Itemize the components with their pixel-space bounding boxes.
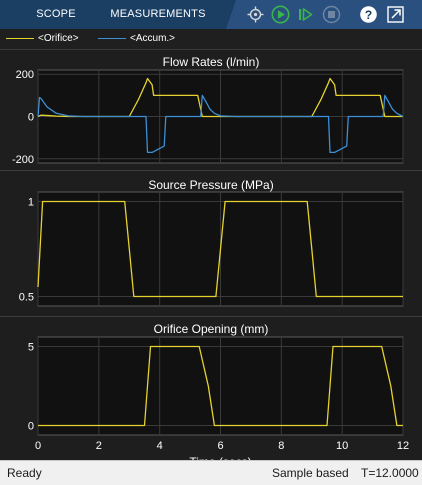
y-tick-label: 0.5 bbox=[19, 292, 34, 304]
legend: <Orifice> <Accum.> bbox=[0, 29, 422, 50]
legend-swatch-orifice bbox=[6, 37, 34, 39]
x-tick-label: 12 bbox=[397, 440, 409, 452]
legend-swatch-accum bbox=[98, 37, 126, 39]
pointer-icon[interactable] bbox=[246, 5, 265, 24]
status-sample-mode: Sample based bbox=[272, 466, 349, 480]
divider bbox=[0, 316, 422, 317]
y-tick-label: 1 bbox=[28, 197, 34, 209]
status-sim-time: T=12.0000 bbox=[361, 466, 419, 480]
plot-title: Orifice Opening (mm) bbox=[153, 322, 269, 336]
plot-panel-source-pressure: Source Pressure (MPa) 1 0.5 bbox=[0, 171, 422, 316]
svg-text:?: ? bbox=[365, 8, 372, 22]
y-tick-label: -200 bbox=[12, 154, 34, 166]
divider bbox=[0, 170, 422, 171]
tab-measurements[interactable]: MEASUREMENTS bbox=[110, 8, 206, 20]
y-tick-label: 0 bbox=[28, 421, 34, 433]
plot-title: Flow Rates (l/min) bbox=[162, 55, 260, 69]
x-tick-label: 0 bbox=[35, 440, 41, 452]
status-bar: Ready Sample based T=12.0000 bbox=[0, 460, 422, 485]
stop-icon[interactable] bbox=[322, 5, 341, 24]
y-tick-label: 200 bbox=[16, 69, 34, 81]
series-line-orifice bbox=[38, 345, 403, 427]
y-tick-label: 0 bbox=[28, 112, 34, 124]
toolstrip: SCOPE MEASUREMENTS ? bbox=[0, 0, 422, 29]
legend-label: <Accum.> bbox=[130, 33, 176, 44]
x-tick-label: 8 bbox=[278, 440, 284, 452]
plot-panel-orifice-opening: Orifice Opening (mm) 5 00 2 4 6 8 10 12 Time (se… bbox=[0, 317, 422, 460]
help-icon[interactable]: ? bbox=[359, 5, 378, 24]
x-tick-label: 4 bbox=[157, 440, 163, 452]
run-icon[interactable] bbox=[271, 5, 290, 24]
x-tick-label: 10 bbox=[336, 440, 348, 452]
y-tick-label: 5 bbox=[28, 341, 34, 353]
x-tick-label: 6 bbox=[217, 440, 223, 452]
flow-rates-plot[interactable]: 200 0 -200 bbox=[0, 50, 422, 170]
legend-item-orifice[interactable]: <Orifice> bbox=[6, 29, 79, 49]
legend-item-accum[interactable]: <Accum.> bbox=[98, 29, 175, 49]
series-line-accum bbox=[37, 94, 404, 154]
legend-label: <Orifice> bbox=[38, 33, 79, 44]
step-forward-icon[interactable] bbox=[296, 5, 315, 24]
orifice-opening-plot[interactable]: 5 00 2 4 6 8 10 12 Time (secs) bbox=[0, 317, 422, 460]
source-pressure-plot[interactable]: 10.5 bbox=[0, 171, 422, 316]
plot-panel-flow-rates: Flow Rates (l/min) 200 0 -200 bbox=[0, 50, 422, 170]
tab-scope[interactable]: SCOPE bbox=[36, 8, 76, 20]
plot-title: Source Pressure (MPa) bbox=[148, 178, 274, 192]
status-ready: Ready bbox=[7, 466, 42, 480]
x-axis-label: Time (secs) bbox=[189, 455, 251, 460]
series-line-orifice bbox=[37, 200, 403, 298]
x-tick-label: 2 bbox=[96, 440, 102, 452]
undock-icon[interactable] bbox=[386, 5, 405, 24]
simulation-controls: ? bbox=[226, 0, 422, 29]
